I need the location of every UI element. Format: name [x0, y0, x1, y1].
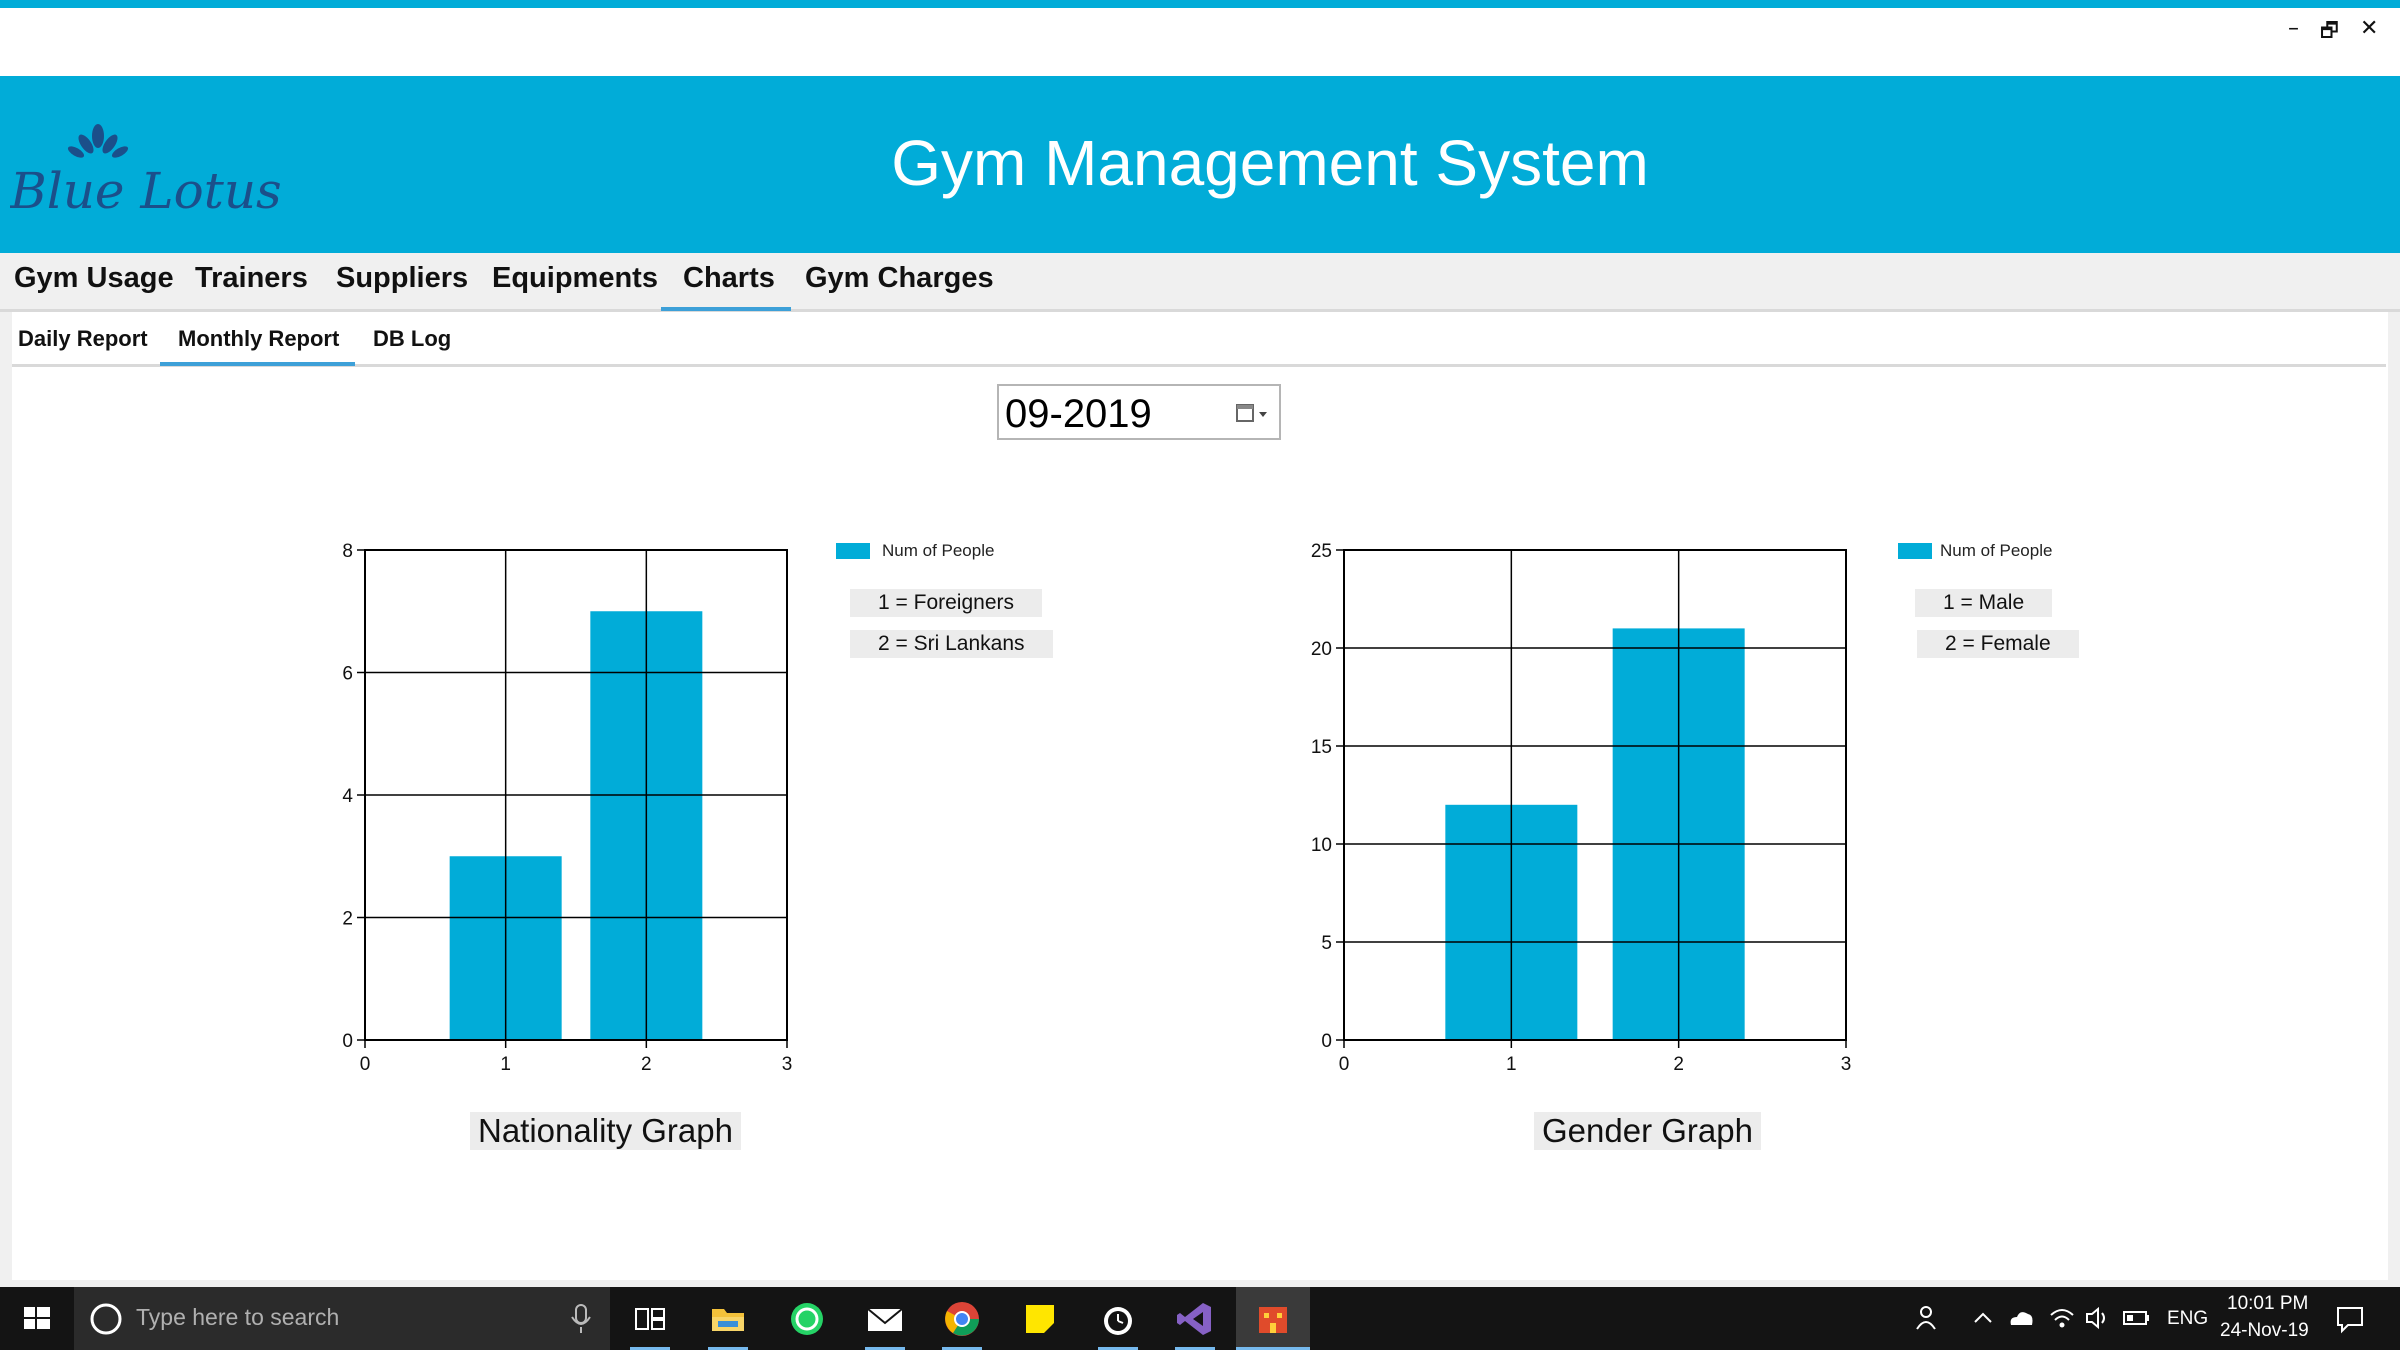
legend-item-male: 1 = Male [1915, 589, 2053, 617]
month-picker-value: 09-2019 [1005, 392, 1152, 436]
running-indicator [708, 1347, 748, 1350]
subtab-db-log[interactable]: DB Log [373, 326, 452, 351]
subtab-daily-report[interactable]: Daily Report [18, 326, 148, 351]
chrome-icon[interactable] [942, 1299, 982, 1339]
tab-equipments[interactable]: Equipments [492, 262, 658, 294]
report-subtabs: Daily Report Monthly Report DB Log [12, 312, 2386, 367]
windows-taskbar: Type here to search [0, 1287, 2400, 1350]
gender-y-tick-label: 15 [1311, 737, 1332, 758]
tab-gym-usage[interactable]: Gym Usage [14, 262, 174, 294]
nationality-x-tick-label: 3 [782, 1054, 793, 1075]
nationality-y-tick-label: 2 [342, 909, 353, 930]
nationality-graph-title: Nationality Graph [470, 1112, 741, 1150]
title-bar: – 🗗 ✕ [0, 8, 2400, 76]
gender-x-tick-label: 2 [1673, 1054, 1684, 1075]
task-view-icon[interactable] [630, 1299, 670, 1339]
gender-graph-title: Gender Graph [1534, 1112, 1761, 1150]
running-indicator [1098, 1347, 1138, 1350]
legend-item-sri-lankans: 2 = Sri Lankans [850, 630, 1053, 658]
nationality-plot-area [364, 549, 788, 1041]
sticky-notes-icon[interactable] [1020, 1299, 1060, 1339]
close-button[interactable]: ✕ [2360, 16, 2379, 41]
gender-chart: 0 1 2 3 0 5 10 15 20 25 [1311, 541, 1851, 1075]
people-icon[interactable] [1914, 1303, 1944, 1333]
windows-start-icon[interactable] [18, 1299, 56, 1337]
main-menu: Gym Usage Trainers Suppliers Equipments … [0, 253, 2400, 312]
gender-y-tick-label: 25 [1311, 541, 1332, 562]
alarm-clock-icon[interactable] [1098, 1299, 1138, 1339]
blue-lotus-logo: Blue Lotus [9, 116, 310, 226]
nationality-x-tick-label: 1 [500, 1054, 511, 1075]
tab-trainers[interactable]: Trainers [195, 262, 308, 294]
window-top-border [0, 0, 2400, 8]
nationality-y-tick-label: 0 [342, 1031, 353, 1052]
gender-y-tick-label: 10 [1311, 835, 1332, 856]
nationality-chart: 0 1 2 3 0 2 4 6 8 [342, 541, 792, 1075]
taskbar-date[interactable]: 24-Nov-19 [2220, 1320, 2309, 1341]
legend-item-foreigners: 1 = Foreigners [850, 589, 1042, 617]
nationality-x-tick-label: 0 [360, 1054, 371, 1075]
file-explorer-icon[interactable] [708, 1299, 748, 1339]
legend-series-gender: Num of People [1940, 541, 2053, 560]
volume-icon[interactable] [2084, 1305, 2112, 1331]
charts-panel: Daily Report Monthly Report DB Log 09-20… [12, 312, 2388, 1280]
legend-swatch-nationality [836, 543, 870, 559]
gender-x-tick-label: 3 [1841, 1054, 1852, 1075]
calendar-dropdown-icon[interactable] [1235, 402, 1271, 426]
app-icon[interactable] [1253, 1299, 1293, 1339]
tab-suppliers[interactable]: Suppliers [336, 262, 469, 294]
chevron-up-icon[interactable] [1972, 1307, 1994, 1329]
language-indicator[interactable]: ENG [2167, 1308, 2209, 1329]
charts-canvas: 0 1 2 3 0 2 4 6 8 0 1 2 3 0 5 10 15 20 25 [342, 541, 1851, 1075]
taskbar-search-box[interactable]: Type here to search [74, 1287, 610, 1350]
nationality-y-tick-label: 4 [342, 786, 353, 807]
legend-series-nationality: Num of People [882, 541, 995, 560]
nationality-y-tick-label: 8 [342, 541, 353, 562]
subtab-monthly-report[interactable]: Monthly Report [159, 326, 356, 366]
gender-y-tick-label: 0 [1321, 1031, 1332, 1052]
running-indicator [630, 1347, 670, 1350]
gender-x-tick-label: 0 [1339, 1054, 1350, 1075]
wifi-icon[interactable] [2048, 1305, 2076, 1331]
legend-item-female: 2 = Female [1917, 630, 2079, 658]
tab-charts[interactable]: Charts [661, 253, 791, 311]
legend-swatch-gender [1898, 543, 1932, 559]
visual-studio-icon[interactable] [1175, 1299, 1215, 1339]
running-indicator [1236, 1347, 1310, 1350]
minimize-button[interactable]: – [2288, 16, 2299, 41]
whatsapp-icon[interactable] [787, 1299, 827, 1339]
svg-text:Blue Lotus: Blue Lotus [10, 162, 282, 220]
gender-y-tick-label: 20 [1311, 639, 1332, 660]
action-center-icon[interactable] [2334, 1303, 2366, 1335]
gender-x-tick-label: 1 [1506, 1054, 1517, 1075]
nationality-y-tick-label: 6 [342, 664, 353, 685]
microphone-icon[interactable] [568, 1303, 594, 1335]
gender-plot-area [1343, 549, 1847, 1041]
onedrive-icon[interactable] [2007, 1305, 2035, 1331]
app-title: Gym Management System [891, 127, 1649, 199]
restore-button[interactable]: 🗗 [2320, 18, 2339, 42]
running-indicator [865, 1347, 905, 1350]
month-picker[interactable]: 09-2019 [997, 384, 1281, 440]
tab-gym-charges[interactable]: Gym Charges [805, 262, 994, 294]
battery-icon[interactable] [2122, 1307, 2152, 1329]
running-indicator [1175, 1347, 1215, 1350]
taskbar-time[interactable]: 10:01 PM [2227, 1293, 2309, 1314]
gender-y-tick-label: 5 [1321, 933, 1332, 954]
search-placeholder: Type here to search [136, 1304, 340, 1330]
running-indicator [942, 1347, 982, 1350]
mail-icon[interactable] [865, 1299, 905, 1339]
app-header: Blue Lotus Gym Management System [0, 76, 2400, 253]
nationality-x-tick-label: 2 [641, 1054, 652, 1075]
cortana-icon [90, 1303, 122, 1335]
